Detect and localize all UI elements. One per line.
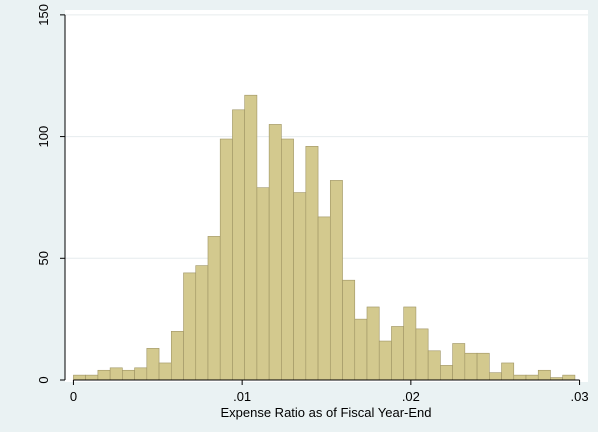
histogram-bar <box>354 318 368 381</box>
histogram-bar <box>342 279 356 381</box>
histogram-bar <box>537 369 551 381</box>
x-tick-label: 0 <box>70 389 77 404</box>
histogram-bar <box>158 362 172 381</box>
y-tick-label: 150 <box>36 4 51 26</box>
histogram-bar <box>109 367 123 381</box>
histogram-bar <box>391 326 404 381</box>
y-tick-label: 0 <box>36 376 51 383</box>
x-tick-label: .02 <box>402 389 420 404</box>
histogram-bar <box>489 372 502 381</box>
bars <box>73 94 576 381</box>
histogram-bar <box>525 374 539 381</box>
histogram-bar <box>305 146 319 381</box>
histogram-bar <box>207 236 221 381</box>
y-tick-label: 50 <box>36 251 51 265</box>
histogram-bar <box>464 352 478 381</box>
histogram-bar <box>501 362 515 381</box>
histogram-bar <box>476 352 490 381</box>
histogram-bar <box>256 187 270 381</box>
histogram-bar <box>134 367 148 381</box>
histogram-bar <box>513 374 527 381</box>
histogram-bar <box>415 328 429 381</box>
histogram-bar <box>427 350 441 381</box>
histogram-bar <box>329 180 343 381</box>
histogram-bar <box>317 216 331 381</box>
y-axis-ticks: 0 50 100 150 <box>36 4 65 384</box>
histogram-bar <box>170 331 184 381</box>
histogram-bar <box>293 192 307 381</box>
histogram-bar <box>183 272 197 381</box>
histogram-bar <box>97 369 111 381</box>
x-axis-ticks: 0 .01 .02 .03 <box>70 380 589 404</box>
x-tick-label: .01 <box>233 389 251 404</box>
histogram-bar <box>73 374 86 381</box>
histogram-bar <box>146 348 160 381</box>
histogram-bar <box>122 369 135 381</box>
histogram-bar <box>268 124 282 381</box>
axes <box>64 14 580 381</box>
histogram-bar <box>244 94 258 381</box>
x-axis-title: Expense Ratio as of Fiscal Year-End <box>220 405 431 420</box>
histogram-bar <box>403 306 417 381</box>
histogram-bar <box>452 343 466 381</box>
x-tick-label: .03 <box>571 389 589 404</box>
histogram-bar <box>281 138 294 381</box>
histogram-bar <box>232 109 245 381</box>
histogram-bar <box>562 374 576 381</box>
histogram-bar <box>85 374 99 381</box>
y-tick-label: 100 <box>36 126 51 148</box>
histogram-bar <box>440 365 453 381</box>
histogram-bar <box>366 306 380 381</box>
histogram-bar <box>378 340 392 381</box>
histogram-bar <box>219 138 233 381</box>
histogram-bar <box>195 265 209 381</box>
